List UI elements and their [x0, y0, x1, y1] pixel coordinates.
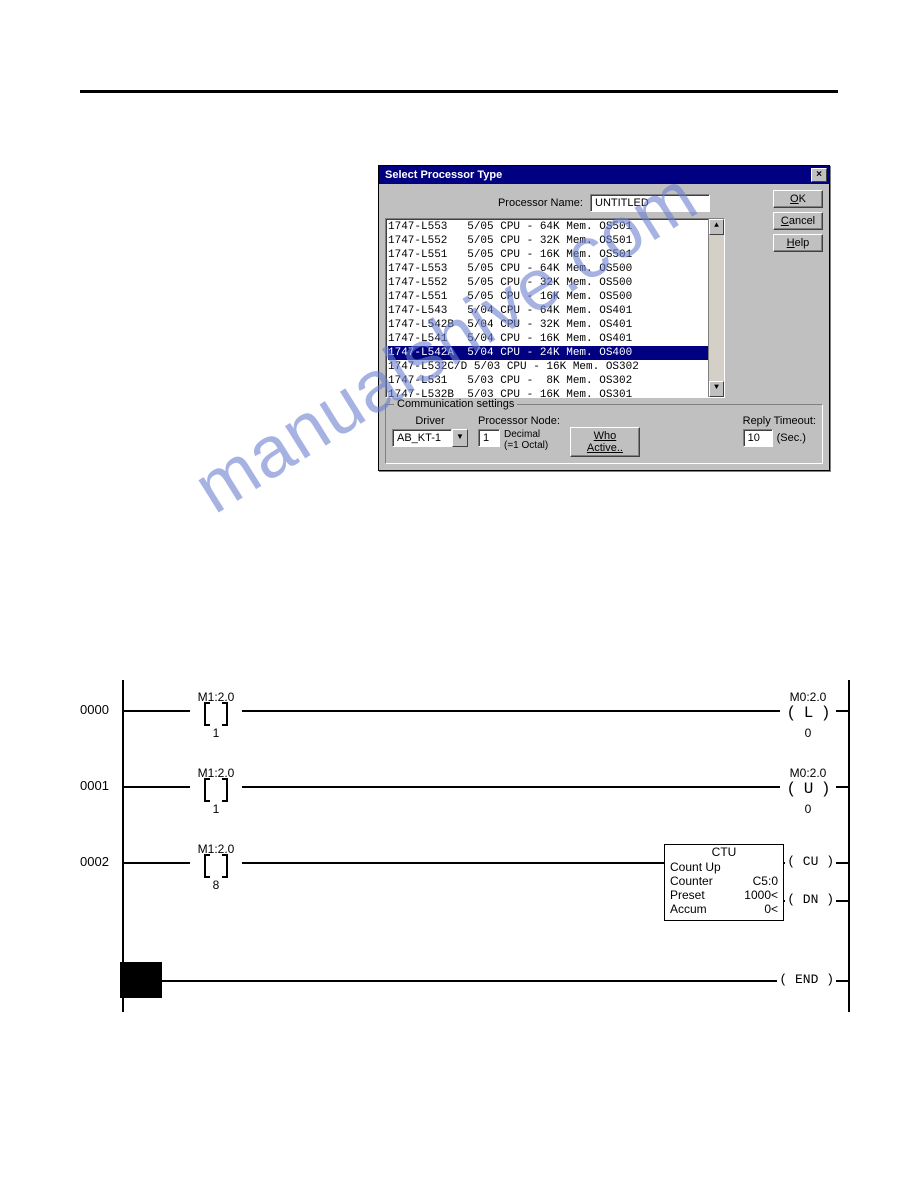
processor-name-label: Processor Name:	[498, 197, 583, 209]
contact-address: M1:2.0	[190, 766, 242, 780]
scrollbar[interactable]: ▲ ▼	[708, 219, 724, 397]
cancel-button[interactable]: Cancel	[773, 212, 823, 230]
output-coil: M0:2.0( L ) 0	[780, 690, 836, 740]
processor-listbox[interactable]: 1747-L553 5/05 CPU - 64K Mem. OS5011747-…	[385, 218, 725, 398]
status-coil: ( CU )	[785, 854, 836, 869]
end-coil: ( END )	[777, 972, 836, 987]
list-item[interactable]: 1747-L531 5/03 CPU - 8K Mem. OS302	[388, 374, 722, 388]
contact-bit: 8	[190, 878, 242, 892]
coil-symbol: ( U )	[786, 780, 829, 798]
contact-bit: 1	[190, 802, 242, 816]
rung-number: 0000	[80, 702, 109, 717]
processor-name-input[interactable]	[590, 194, 710, 212]
coil-address: M0:2.0	[780, 690, 836, 704]
list-item[interactable]: 1747-L541 5/04 CPU - 16K Mem. OS401	[388, 332, 722, 346]
rung: 0002 M1:2.0 8 CTUCount UpCounterC5:0Preset1…	[80, 832, 850, 942]
contact-address: M1:2.0	[190, 842, 242, 856]
ok-button[interactable]: OK	[773, 190, 823, 208]
driver-input[interactable]	[392, 429, 452, 447]
contact: M1:2.0 1	[190, 690, 242, 740]
ctu-instruction: CTUCount UpCounterC5:0Preset1000<Accum0<	[664, 844, 784, 921]
list-item[interactable]: 1747-L553 5/05 CPU - 64K Mem. OS500	[388, 262, 722, 276]
list-item[interactable]: 1747-L532C/D 5/03 CPU - 16K Mem. OS302	[388, 360, 722, 374]
rung-number: 0001	[80, 778, 109, 793]
ladder-diagram: 0000M1:2.01M0:2.0( L )00001M1:2.01M0:2.0…	[80, 680, 850, 1012]
contact-bit: 1	[190, 726, 242, 740]
coil-bit: 0	[780, 726, 836, 740]
octal-label: Decimal (=1 Octal)	[504, 429, 554, 451]
timeout-unit: (Sec.)	[777, 432, 806, 444]
ctu-row: CounterC5:0	[670, 874, 778, 888]
dialog-title: Select Processor Type	[385, 169, 502, 181]
contact: M1:2.0 8	[190, 842, 242, 892]
contact: M1:2.0 1	[190, 766, 242, 816]
list-item[interactable]: 1747-L543 5/04 CPU - 64K Mem. OS401	[388, 304, 722, 318]
coil-bit: 0	[780, 802, 836, 816]
coil-symbol: ( L )	[786, 704, 829, 722]
rung-number: 0002	[80, 854, 109, 869]
timeout-input[interactable]	[743, 429, 773, 447]
timeout-label: Reply Timeout:	[743, 415, 816, 427]
ok-inner: K	[799, 193, 806, 205]
ctu-row: Accum0<	[670, 902, 778, 916]
ctu-title: CTU	[708, 845, 741, 859]
comm-settings-group: Communication settings Driver ▼ Processo…	[385, 404, 823, 464]
comm-group-title: Communication settings	[394, 398, 517, 410]
output-coil: M0:2.0( U ) 0	[780, 766, 836, 816]
contact-address: M1:2.0	[190, 690, 242, 704]
list-item[interactable]: 1747-L551 5/05 CPU - 16K Mem. OS501	[388, 248, 722, 262]
driver-label: Driver	[392, 415, 468, 427]
dialog-titlebar: Select Processor Type ×	[379, 166, 829, 184]
list-item[interactable]: 1747-L532B 5/03 CPU - 16K Mem. OS301	[388, 388, 722, 398]
scroll-up-icon[interactable]: ▲	[709, 219, 724, 235]
coil-address: M0:2.0	[780, 766, 836, 780]
who-active-button[interactable]: Who Active..	[570, 427, 640, 457]
end-wire	[122, 980, 850, 982]
close-icon[interactable]: ×	[811, 168, 827, 182]
list-item[interactable]: 1747-L542B 5/04 CPU - 32K Mem. OS401	[388, 318, 722, 332]
chevron-down-icon[interactable]: ▼	[452, 429, 468, 447]
scroll-down-icon[interactable]: ▼	[709, 381, 724, 397]
list-item[interactable]: 1747-L542A 5/04 CPU - 24K Mem. OS400	[388, 346, 722, 360]
rung: 0001 M1:2.0 1 M0:2.0( U ) 0	[80, 756, 850, 832]
node-input[interactable]	[478, 429, 500, 447]
end-block	[120, 962, 162, 998]
list-item[interactable]: 1747-L552 5/05 CPU - 32K Mem. OS501	[388, 234, 722, 248]
status-coil: ( DN )	[785, 892, 836, 907]
list-item[interactable]: 1747-L553 5/05 CPU - 64K Mem. OS501	[388, 220, 722, 234]
list-item[interactable]: 1747-L552 5/05 CPU - 32K Mem. OS500	[388, 276, 722, 290]
header-rule	[80, 90, 838, 93]
rung: 0000 M1:2.0 1 M0:2.0( L ) 0	[80, 680, 850, 756]
node-label: Processor Node:	[478, 415, 560, 427]
help-button[interactable]: Help	[773, 234, 823, 252]
select-processor-dialog: Select Processor Type × OK Cancel Help P…	[378, 165, 830, 471]
list-item[interactable]: 1747-L551 5/05 CPU - 16K Mem. OS500	[388, 290, 722, 304]
ctu-row: Count Up	[670, 860, 778, 874]
ctu-row: Preset1000<	[670, 888, 778, 902]
driver-combo[interactable]: ▼	[392, 429, 468, 447]
